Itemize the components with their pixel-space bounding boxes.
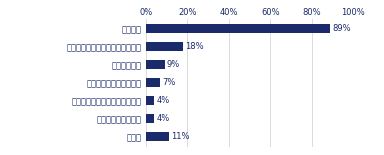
Text: 7%: 7%: [162, 78, 176, 87]
Text: 9%: 9%: [167, 60, 180, 69]
Text: 4%: 4%: [156, 114, 170, 123]
Bar: [146, 60, 165, 69]
Bar: [146, 96, 154, 105]
Bar: [146, 42, 183, 51]
Bar: [146, 132, 169, 141]
Bar: [146, 78, 161, 87]
Text: 18%: 18%: [185, 42, 204, 51]
Bar: [146, 24, 331, 33]
Text: 89%: 89%: [333, 24, 351, 33]
Bar: [146, 114, 154, 123]
Text: 11%: 11%: [171, 132, 189, 141]
Text: 4%: 4%: [156, 96, 170, 105]
